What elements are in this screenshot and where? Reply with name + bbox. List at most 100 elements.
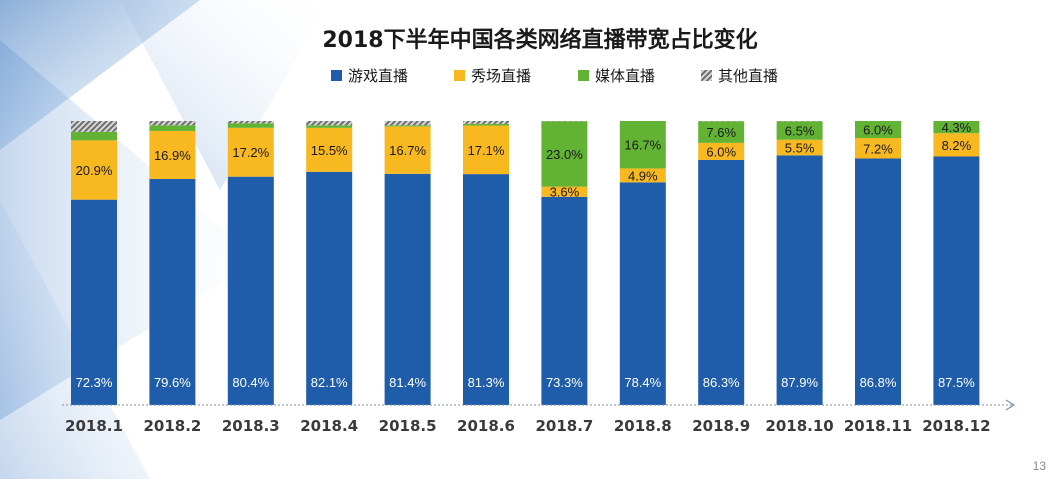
legend-swatch-game — [331, 70, 342, 81]
data-label-game: 87.5% — [938, 375, 975, 390]
x-tick-label: 2018.7 — [535, 417, 593, 435]
bar-show — [71, 140, 117, 200]
bar-show — [384, 126, 431, 174]
data-label-game: 86.3% — [703, 375, 740, 390]
legend-label-game: 游戏直播 — [348, 67, 408, 85]
bar-group — [71, 121, 980, 405]
chart-legend: 游戏直播 秀场直播 媒体直播 其他直播 — [331, 67, 778, 85]
data-label-show: 6.0% — [706, 144, 736, 159]
bar-game — [149, 178, 196, 405]
data-label-show: 3.6% — [550, 185, 580, 200]
bar-show — [855, 138, 901, 159]
x-tick-label: 2018.6 — [457, 417, 515, 435]
bar-show — [933, 133, 980, 157]
bar-show — [541, 186, 588, 197]
legend-swatch-show — [454, 70, 465, 81]
bar-game — [71, 199, 117, 405]
bar-media — [855, 121, 901, 139]
bar-other — [463, 121, 509, 124]
data-label-media: 7.6% — [706, 125, 736, 140]
bar-media — [384, 125, 431, 127]
data-label-game: 73.3% — [546, 375, 583, 390]
bar-game — [855, 158, 901, 405]
legend-label-media: 媒体直播 — [595, 67, 655, 85]
bar-media — [149, 125, 196, 131]
legend-swatch-other — [701, 70, 712, 81]
bar-game — [306, 171, 353, 405]
bar-game — [384, 173, 431, 405]
data-label-game: 80.4% — [232, 375, 269, 390]
data-label-show: 17.1% — [468, 143, 505, 158]
x-tick-label: 2018.9 — [692, 417, 750, 435]
x-tick-label: 2018.3 — [222, 417, 280, 435]
data-label-game: 87.9% — [781, 375, 818, 390]
x-axis-arrow — [1005, 399, 1016, 411]
data-label-show: 17.2% — [232, 145, 269, 160]
bar-game — [933, 156, 980, 405]
data-label-media: 23.0% — [546, 147, 583, 162]
bar-other — [384, 121, 431, 126]
data-label-group: 72.3% 20.9% 79.6% 16.9% 80.4% 17.2% 82.1% 15.5%… — [76, 120, 976, 390]
data-label-show: 7.2% — [863, 141, 893, 156]
bar-media — [698, 121, 745, 143]
data-label-show: 8.2% — [942, 138, 972, 153]
bar-media — [541, 121, 588, 187]
data-label-media: 4.3% — [942, 120, 972, 135]
x-tick-label: 2018.2 — [143, 417, 201, 435]
data-label-media: 16.7% — [624, 138, 661, 153]
bar-game — [227, 176, 274, 405]
data-label-game: 81.4% — [389, 375, 426, 390]
legend-label-other: 其他直播 — [718, 67, 778, 85]
x-tick-group: 2018.1 2018.2 2018.3 2018.4 2018.5 2018.6 2018… — [65, 417, 991, 435]
data-label-show: 15.5% — [311, 143, 348, 158]
x-tick-label: 2018.5 — [379, 417, 437, 435]
data-label-game: 78.4% — [624, 375, 661, 390]
bar-media — [933, 121, 980, 134]
x-tick-label: 2018.12 — [922, 417, 990, 435]
data-label-show: 20.9% — [76, 163, 113, 178]
page-number: 13 — [1033, 459, 1047, 473]
decor-triangle — [120, 0, 330, 190]
bar-show — [619, 168, 666, 183]
data-label-game: 81.3% — [468, 375, 505, 390]
data-label-media: 6.0% — [863, 123, 893, 138]
bar-show — [776, 139, 823, 156]
bar-other — [71, 121, 117, 132]
bar-other — [149, 121, 196, 126]
data-label-show: 16.7% — [389, 143, 426, 158]
bar-show — [306, 127, 353, 172]
bar-game — [776, 155, 823, 405]
bar-game — [619, 182, 666, 405]
data-label-game: 82.1% — [311, 375, 348, 390]
bar-media — [463, 123, 509, 126]
data-label-game: 79.6% — [154, 375, 191, 390]
bar-show — [149, 130, 196, 179]
data-label-show: 5.5% — [785, 141, 815, 156]
x-tick-label: 2018.1 — [65, 417, 123, 435]
data-label-show: 16.9% — [154, 148, 191, 163]
bar-media — [619, 121, 666, 169]
bar-other — [227, 121, 274, 124]
x-tick-label: 2018.4 — [300, 417, 358, 435]
bar-other — [306, 121, 353, 126]
bar-media — [71, 131, 117, 141]
data-label-game: 86.8% — [860, 375, 897, 390]
data-label-game: 72.3% — [76, 375, 113, 390]
chart-title: 2018下半年中国各类网络直播带宽占比变化 — [322, 27, 757, 53]
data-label-show: 4.9% — [628, 168, 658, 183]
bar-show — [227, 127, 274, 177]
bar-media — [227, 123, 274, 128]
x-tick-label: 2018.8 — [614, 417, 672, 435]
bar-media — [306, 125, 353, 128]
bar-game — [463, 174, 509, 405]
bar-show — [698, 142, 745, 160]
data-label-media: 6.5% — [785, 124, 815, 139]
bar-game — [698, 159, 745, 405]
legend-label-show: 秀场直播 — [471, 67, 531, 85]
bar-media — [776, 121, 823, 140]
x-tick-label: 2018.11 — [844, 417, 912, 435]
bar-game — [541, 196, 588, 405]
legend-swatch-media — [578, 70, 589, 81]
